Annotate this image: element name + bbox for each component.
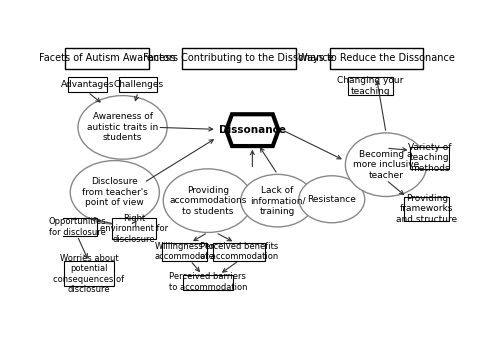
- Text: Changing your
teaching: Changing your teaching: [338, 76, 404, 95]
- Text: Opportunities
for disclosure: Opportunities for disclosure: [48, 217, 106, 237]
- Bar: [58, 218, 96, 236]
- Bar: [68, 77, 107, 92]
- Polygon shape: [226, 114, 278, 146]
- Bar: [64, 261, 114, 286]
- Ellipse shape: [299, 176, 365, 223]
- Text: Factors Contributing to the Dissonance: Factors Contributing to the Dissonance: [144, 53, 334, 63]
- Text: Providing
accommodations
to students: Providing accommodations to students: [169, 186, 246, 215]
- Text: Disclosure
from teacher's
point of view: Disclosure from teacher's point of view: [82, 177, 148, 207]
- Text: Perceived benefits
of accommodation: Perceived benefits of accommodation: [200, 242, 278, 261]
- Text: Ways to Reduce the Dissonance: Ways to Reduce the Dissonance: [298, 53, 455, 63]
- Bar: [182, 48, 296, 69]
- Text: Lack of
information/
training: Lack of information/ training: [250, 186, 306, 215]
- Text: Becoming a
more inclusive
teacher: Becoming a more inclusive teacher: [353, 150, 419, 180]
- Text: Challenges: Challenges: [113, 80, 163, 89]
- Text: Worries about
potential
consequences of
disclosure: Worries about potential consequences of …: [54, 254, 125, 294]
- Bar: [182, 275, 233, 290]
- Bar: [118, 77, 158, 92]
- Bar: [404, 197, 449, 221]
- Text: Right
environment for
disclosure: Right environment for disclosure: [100, 214, 168, 244]
- Ellipse shape: [346, 133, 427, 196]
- Text: Resistance: Resistance: [308, 195, 356, 204]
- Ellipse shape: [241, 174, 314, 227]
- Bar: [212, 243, 265, 261]
- Text: Providing
frameworks
and structure: Providing frameworks and structure: [396, 194, 458, 224]
- Bar: [348, 77, 393, 95]
- Text: Facets of Autism Awareness: Facets of Autism Awareness: [39, 53, 175, 63]
- Text: Advantages: Advantages: [61, 80, 114, 89]
- Text: Willingness to
accommodate: Willingness to accommodate: [154, 242, 214, 261]
- Text: Awareness of
autistic traits in
students: Awareness of autistic traits in students: [87, 112, 158, 142]
- Ellipse shape: [70, 160, 160, 224]
- Ellipse shape: [163, 169, 252, 232]
- Bar: [66, 48, 148, 69]
- Bar: [162, 243, 207, 261]
- Text: Dissonance: Dissonance: [219, 125, 286, 135]
- Bar: [330, 48, 423, 69]
- Text: Variety of
teaching
methods: Variety of teaching methods: [408, 143, 452, 173]
- Text: Perceived barriers
to accommodation: Perceived barriers to accommodation: [168, 272, 247, 292]
- Bar: [112, 219, 156, 239]
- Bar: [410, 147, 449, 169]
- Ellipse shape: [78, 95, 167, 159]
